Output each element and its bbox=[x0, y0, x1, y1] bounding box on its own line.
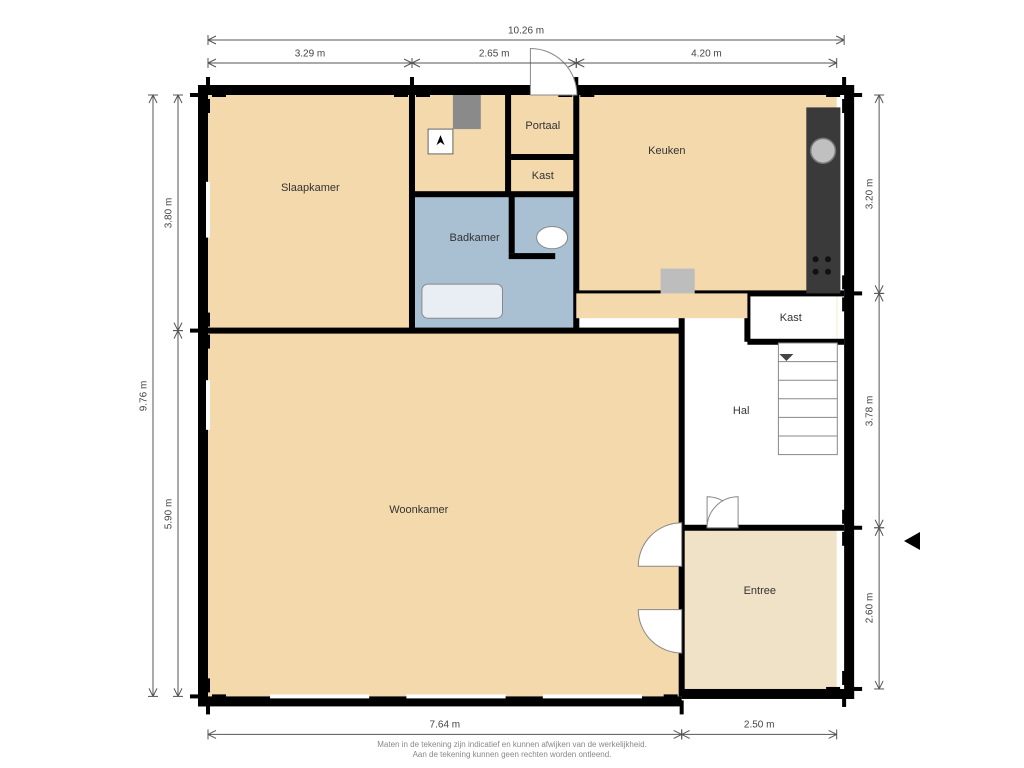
footnote-line1: Maten in de tekening zijn indicatief en … bbox=[377, 740, 647, 749]
hob-icon bbox=[825, 256, 831, 262]
dim-label: 3.20 m bbox=[865, 179, 876, 210]
dim-label: 3.80 m bbox=[164, 198, 175, 229]
room-label-kast1: Kast bbox=[532, 170, 554, 182]
room-label-hal: Hal bbox=[733, 405, 750, 417]
floorplan-svg bbox=[0, 0, 1024, 768]
bathtub-icon bbox=[422, 284, 503, 318]
hob-icon bbox=[813, 269, 819, 275]
dim-label: 3.29 m bbox=[295, 49, 326, 60]
floorplan-stage: 10.26 m 3.29 m 2.65 m 4.20 m 7.64 m 2.50 m 9.7… bbox=[0, 0, 1024, 768]
dim-label: 9.76 m bbox=[139, 380, 150, 411]
room-label-slaapkamer: Slaapkamer bbox=[281, 182, 340, 194]
room-keuken bbox=[576, 95, 836, 293]
sink-icon bbox=[811, 138, 836, 163]
dim-label: 2.65 m bbox=[479, 49, 510, 60]
room-entree bbox=[682, 528, 837, 689]
kitchen-counter bbox=[806, 107, 840, 293]
dim-label: 4.20 m bbox=[691, 49, 722, 60]
door-arc bbox=[530, 49, 577, 96]
entry-arrow-icon bbox=[904, 532, 920, 550]
room-label-kast2: Kast bbox=[780, 312, 802, 324]
stairs-icon bbox=[778, 343, 837, 455]
hob-icon bbox=[825, 269, 831, 275]
room-label-keuken: Keuken bbox=[648, 145, 685, 157]
room-label-badkamer: Badkamer bbox=[450, 232, 500, 244]
dim-label: 7.64 m bbox=[430, 720, 461, 731]
room-slaapkamer bbox=[208, 95, 412, 331]
dim-label: 3.78 m bbox=[865, 395, 876, 426]
dim-label: 2.50 m bbox=[744, 720, 775, 731]
room-label-entree: Entree bbox=[744, 585, 776, 597]
dim-label: 5.90 m bbox=[164, 498, 175, 529]
dim-label: 10.26 m bbox=[508, 26, 544, 37]
dim-label: 2.60 m bbox=[865, 593, 876, 624]
footnote-line2: Aan de tekening kunnen geen rechten word… bbox=[413, 750, 612, 759]
hob-icon bbox=[813, 256, 819, 262]
hood-icon bbox=[453, 95, 481, 129]
footnote: Maten in de tekening zijn indicatief en … bbox=[377, 740, 647, 761]
room-label-portaal: Portaal bbox=[525, 120, 560, 132]
room-label-woonkamer: Woonkamer bbox=[389, 504, 448, 516]
toilet-icon bbox=[537, 226, 568, 248]
